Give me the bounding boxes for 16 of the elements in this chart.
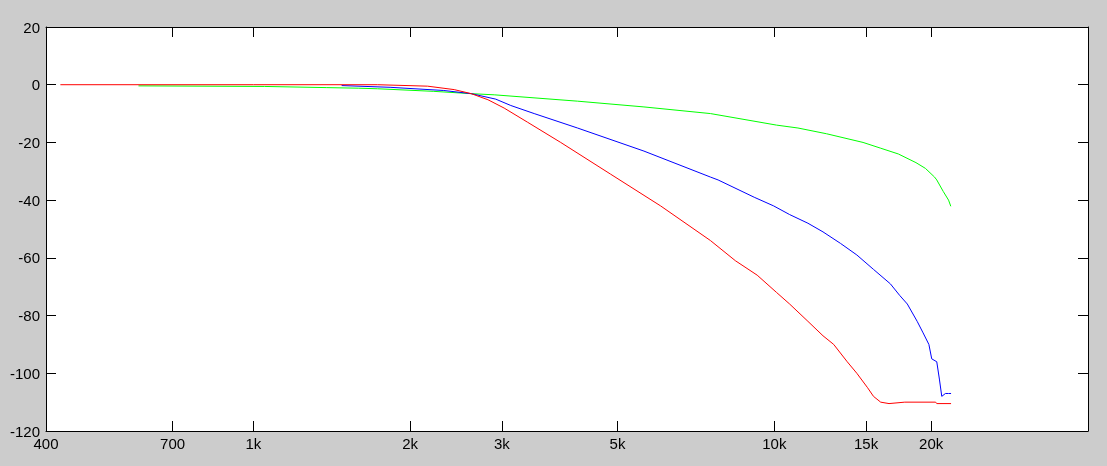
- x-tick-label: 5k: [609, 435, 626, 452]
- x-tick-label: 2k: [402, 435, 419, 452]
- x-tick-label: 15k: [853, 435, 879, 452]
- x-tick-label: 3k: [493, 435, 511, 452]
- y-tick-label: -120: [9, 422, 40, 440]
- x-tick-label: 10k: [762, 435, 787, 452]
- x-tick-label: 1k: [245, 435, 262, 452]
- y-tick-label: 20: [23, 18, 40, 36]
- y-tick-label: -40: [18, 191, 40, 209]
- y-tick-label: -20: [18, 133, 40, 151]
- x-tick-label: 700: [160, 435, 186, 452]
- x-tick-label: 20k: [919, 435, 944, 452]
- y-tick-label: -100: [9, 364, 40, 382]
- y-tick-label: -60: [18, 249, 40, 267]
- y-tick-label: 0: [31, 76, 40, 94]
- y-tick-label: -80: [18, 307, 40, 325]
